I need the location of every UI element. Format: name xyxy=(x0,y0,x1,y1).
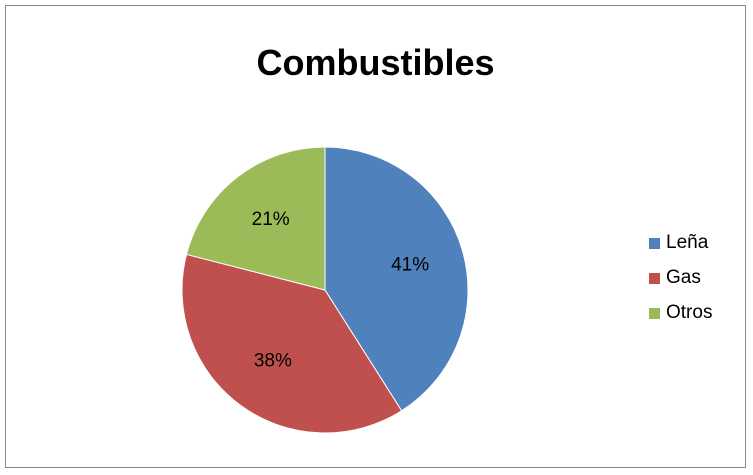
legend-swatch-otros xyxy=(649,307,660,319)
pie-slice-otros xyxy=(185,146,326,291)
chart-title: Combustibles xyxy=(256,42,495,83)
legend-label-lena: Leña xyxy=(666,232,709,253)
pie-chart: 41% 38% 21% xyxy=(181,146,469,434)
pie-slice-lena xyxy=(324,146,469,412)
pie-label-lena: 41% xyxy=(391,254,429,275)
pie-slice-gas xyxy=(181,253,403,434)
legend-item-gas: Gas xyxy=(649,267,712,289)
legend-item-otros: Otros xyxy=(649,302,712,324)
legend-swatch-lena xyxy=(649,237,660,249)
chart-frame: Combustibles 41% 38% 21% Leña Gas Otros xyxy=(5,5,746,468)
legend-label-otros: Otros xyxy=(666,302,713,323)
pie-label-otros: 21% xyxy=(252,209,290,230)
legend-item-lena: Leña xyxy=(649,232,712,254)
legend-label-gas: Gas xyxy=(666,267,701,288)
pie-label-gas: 38% xyxy=(254,351,292,372)
legend: Leña Gas Otros xyxy=(649,232,712,337)
legend-swatch-gas xyxy=(649,272,660,284)
